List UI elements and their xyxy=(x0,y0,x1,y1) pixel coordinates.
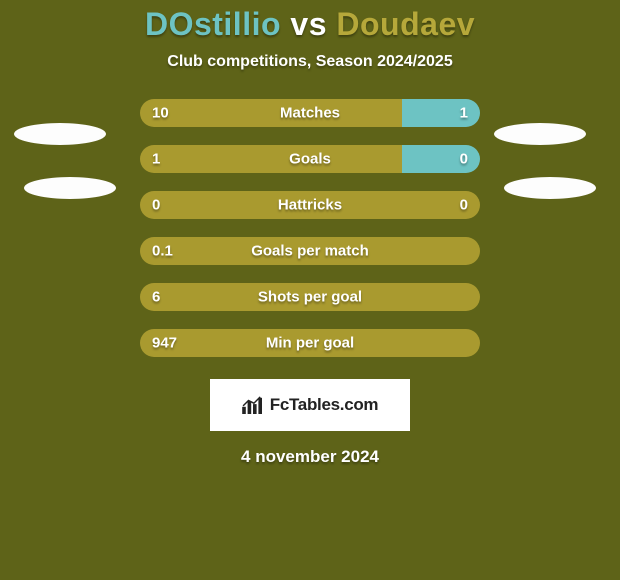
date-text: 4 november 2024 xyxy=(0,447,620,467)
stat-bar: Goals per match0.1 xyxy=(140,237,480,265)
bar-label: Goals xyxy=(140,151,480,168)
bar-label: Goals per match xyxy=(140,243,480,260)
bar-value-left: 0.1 xyxy=(152,243,173,260)
avatar-right-top xyxy=(494,123,586,145)
bar-value-right: 0 xyxy=(460,151,468,168)
watermark-text: FcTables.com xyxy=(270,395,379,415)
stat-bar: Goals1 0 xyxy=(140,145,480,173)
subtitle: Club competitions, Season 2024/2025 xyxy=(0,53,620,71)
watermark-badge: FcTables.com xyxy=(210,379,410,431)
stat-bar: Matches10 1 xyxy=(140,99,480,127)
avatar-left-bottom xyxy=(24,177,116,199)
bar-value-left: 0 xyxy=(152,197,160,214)
bar-label: Matches xyxy=(140,105,480,122)
bar-value-left: 1 xyxy=(152,151,160,168)
bar-value-right: 1 xyxy=(460,105,468,122)
bar-value-left: 6 xyxy=(152,289,160,306)
comparison-infographic: DOstillio vs Doudaev Club competitions, … xyxy=(0,0,620,580)
player-right-name: Doudaev xyxy=(336,6,475,42)
bar-value-left: 947 xyxy=(152,335,177,352)
bar-chart-icon xyxy=(242,396,264,414)
title-row: DOstillio vs Doudaev xyxy=(0,0,620,43)
bar-value-left: 10 xyxy=(152,105,169,122)
bar-label: Min per goal xyxy=(140,335,480,352)
avatar-right-bottom xyxy=(504,177,596,199)
bar-label: Hattricks xyxy=(140,197,480,214)
bar-value-right: 0 xyxy=(460,197,468,214)
stat-bars: Matches101Goals10Hattricks00Goals per ma… xyxy=(140,99,480,357)
stat-bar: Hattricks0 0 xyxy=(140,191,480,219)
player-left-name: DOstillio xyxy=(145,6,281,42)
avatar-left-top xyxy=(14,123,106,145)
bar-label: Shots per goal xyxy=(140,289,480,306)
stat-bar: Shots per goal6 xyxy=(140,283,480,311)
content-area: Matches101Goals10Hattricks00Goals per ma… xyxy=(0,99,620,467)
stat-bar: Min per goal947 xyxy=(140,329,480,357)
vs-separator: vs xyxy=(290,6,327,42)
